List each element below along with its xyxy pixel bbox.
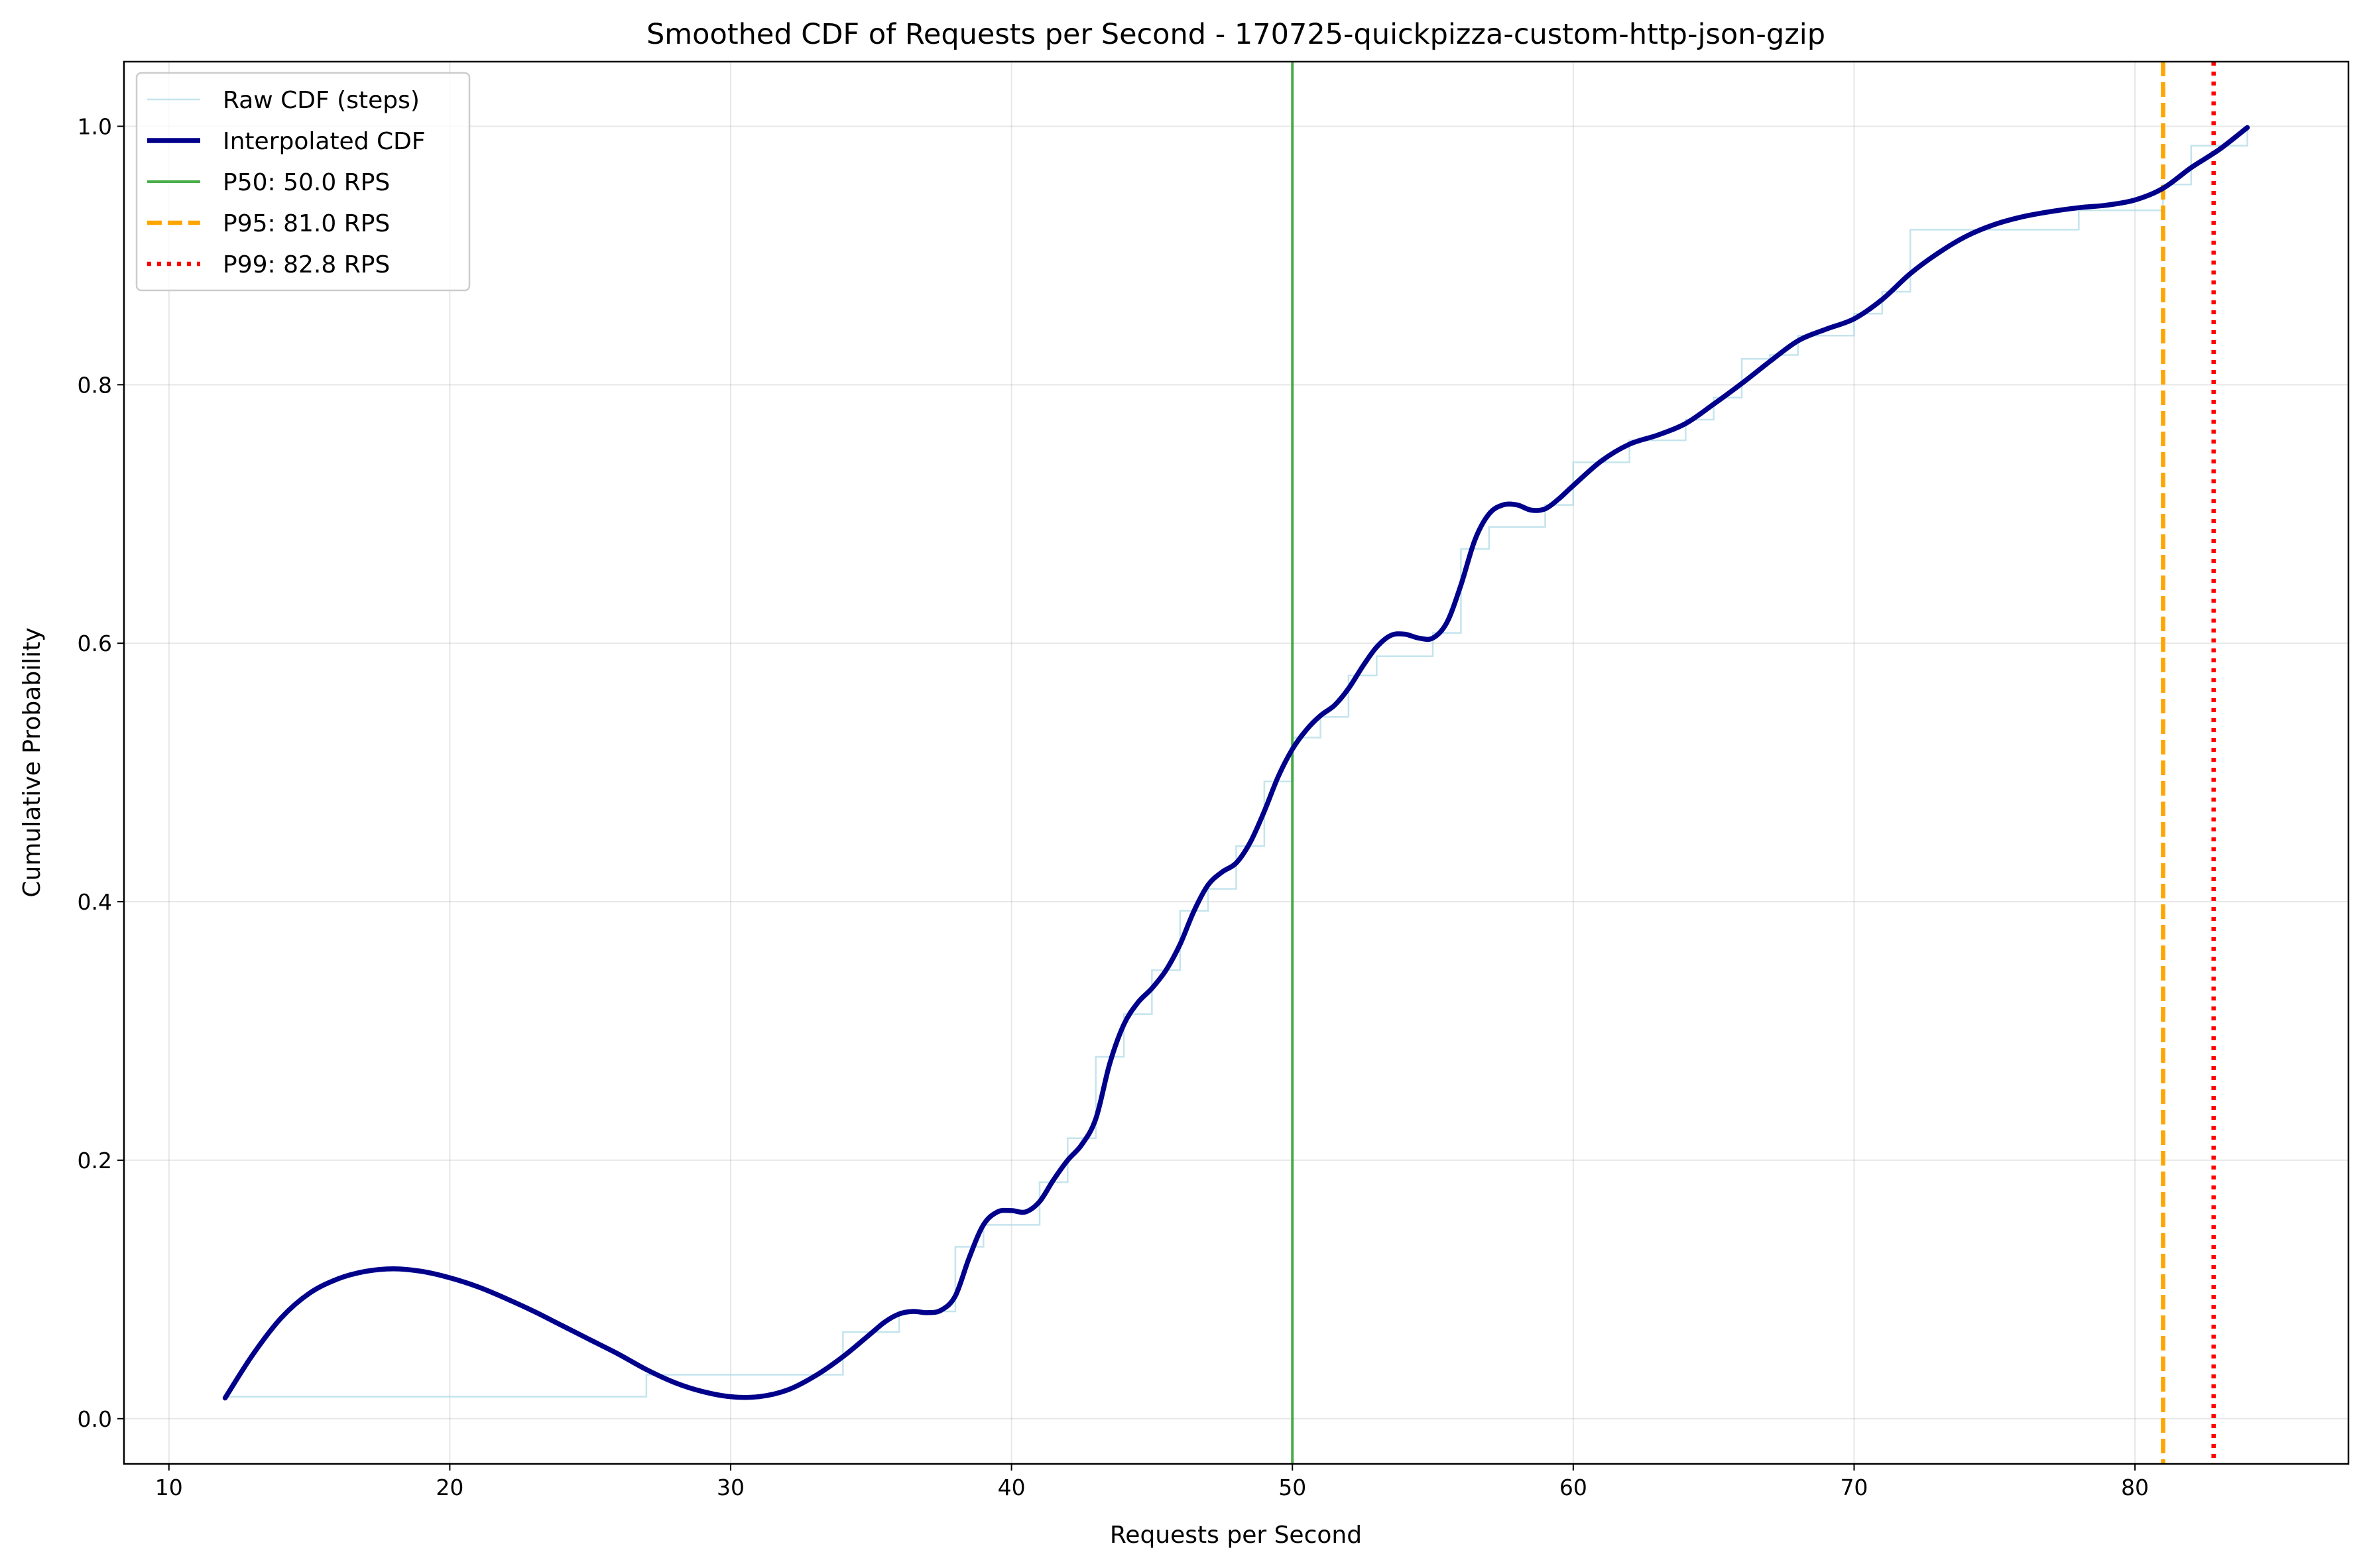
y-tick-label: 1.0 xyxy=(78,113,112,139)
interpolated-cdf-line xyxy=(222,125,2250,1401)
x-tick-label: 10 xyxy=(155,1475,183,1500)
x-tick-label: 60 xyxy=(1559,1475,1587,1500)
y-tick-label: 0.6 xyxy=(78,631,112,656)
chart-title: Smoothed CDF of Requests per Second - 17… xyxy=(646,18,1825,51)
legend-label: P50: 50.0 RPS xyxy=(223,169,390,196)
plot-series xyxy=(222,62,2250,1464)
y-tick-label: 0.4 xyxy=(78,889,112,915)
x-tick-label: 20 xyxy=(436,1475,463,1500)
raw-cdf-step-line xyxy=(225,126,2248,1398)
legend-label: P95: 81.0 RPS xyxy=(223,210,390,237)
y-axis-title: Cumulative Probability xyxy=(19,627,46,897)
x-tick-label: 50 xyxy=(1278,1475,1306,1500)
legend-label: Interpolated CDF xyxy=(223,128,426,155)
y-tick-label: 0.2 xyxy=(78,1148,112,1174)
x-tick-label: 70 xyxy=(1840,1475,1868,1500)
y-tick-label: 0.0 xyxy=(78,1406,112,1432)
x-axis-title: Requests per Second xyxy=(1110,1522,1362,1549)
legend-box xyxy=(135,72,471,292)
x-tick-label: 80 xyxy=(2121,1475,2149,1500)
axis-ticks: 10 20 30 40 50 60 70 80 0.0 0.2 0.4 0.6 0.8 1.0 xyxy=(78,113,2150,1500)
plot-frame xyxy=(123,60,2350,1465)
x-tick-label: 30 xyxy=(717,1475,745,1500)
plot-area xyxy=(124,62,2348,1464)
legend-label: P99: 82.8 RPS xyxy=(223,251,390,278)
legend-label: Raw CDF (steps) xyxy=(223,87,420,114)
y-tick-label: 0.8 xyxy=(78,372,112,398)
x-tick-label: 40 xyxy=(998,1475,1026,1500)
legend: Raw CDF (steps) Interpolated CDF P50: 50.0… xyxy=(135,72,471,292)
